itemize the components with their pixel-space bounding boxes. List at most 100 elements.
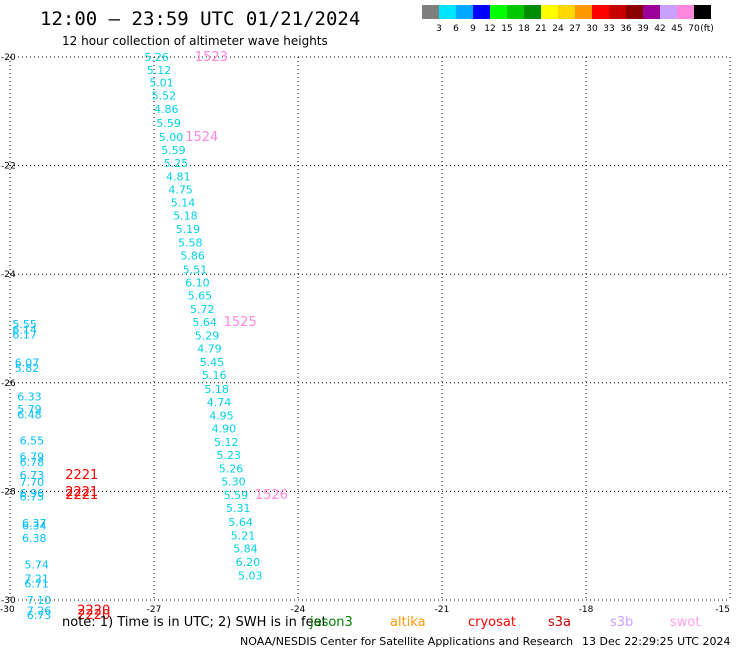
colorbar-swatch [524, 5, 541, 19]
wave-height-value: 6.55 [20, 434, 44, 447]
wave-height-value: 5.59 [224, 489, 249, 502]
colorbar-label: 39 [637, 24, 649, 34]
grid-lines [9, 56, 731, 601]
wave-height-value: 5.55 [12, 318, 37, 331]
chart-subtitle: 12 hour collection of altimeter wave hei… [62, 34, 328, 48]
pass-time-label: 1526 [255, 488, 288, 503]
wave-height-value: 5.86 [180, 250, 205, 263]
y-tick-label: -20 [1, 53, 16, 63]
wave-height-value: 6.71 [24, 578, 49, 591]
wave-height-value: 5.12 [147, 64, 172, 77]
wave-height-value: 5.21 [231, 529, 256, 542]
colorbar-label: 3 [436, 24, 442, 34]
colorbar-label: 18 [518, 24, 530, 34]
wave-height-value: 6.10 [185, 276, 210, 289]
y-tick-label: -30 [1, 596, 16, 606]
wave-height-value: 5.72 [190, 303, 215, 316]
wave-height-value: 6.75 [20, 490, 44, 503]
pass-time-label: 2221 [65, 485, 98, 500]
wave-height-value: 4.74 [207, 396, 232, 409]
satellite-name: jason3 [309, 615, 353, 630]
satellite-name: s3a [548, 615, 571, 630]
wave-height-value: 4.75 [168, 183, 193, 196]
satellite-name: cryosat [468, 615, 516, 630]
wave-height-value: 5.14 [171, 197, 196, 210]
wave-height-value: 5.59 [161, 144, 186, 157]
wave-height-value: 5.79 [17, 403, 42, 416]
wave-height-value: 5.12 [214, 436, 239, 449]
pass-time-label: 2220 [77, 608, 110, 623]
colorbar-swatch [558, 5, 575, 19]
wave-height-value: 7.70 [20, 476, 44, 489]
colorbar-swatch [643, 5, 660, 19]
colorbar-legend: 3 6 9 12 15 18 21 24 27 30 33 36 39 42 45 70 (ft) [422, 5, 714, 34]
wave-height-value: 5.00 [159, 131, 184, 144]
wave-height-value: 5.64 [228, 516, 253, 529]
colorbar-swatch [575, 5, 592, 19]
satellite-name: altika [390, 615, 426, 630]
pass-time-label: 1524 [185, 130, 218, 145]
colorbar-swatch [422, 5, 439, 19]
x-tick-label: -27 [147, 605, 162, 615]
wave-height-value: 5.65 [188, 289, 213, 302]
x-tick-label: -30 [0, 605, 15, 615]
wave-height-value: 5.16 [202, 369, 227, 382]
satellite-legend: jason3 altika cryosat s3a s3b swot [309, 615, 700, 630]
pass-time-label: 1523 [195, 50, 228, 65]
colorbar-swatch [592, 5, 609, 19]
wave-height-value: 6.07 [15, 357, 40, 370]
wave-height-value: 6.73 [27, 609, 52, 622]
axis-ticks: -30 -27 -24 -21 -18 -15 -20 -22 -24 -26 -28 -30 [0, 53, 730, 615]
wave-height-value: 5.58 [178, 237, 203, 250]
colorbar-label: 21 [535, 24, 546, 34]
wave-height-value: 5.45 [200, 356, 225, 369]
wave-height-value: 6.38 [22, 532, 47, 545]
colorbar-label: 33 [603, 24, 614, 34]
colorbar-label: 24 [552, 24, 564, 34]
wave-height-value: 6.79 [20, 451, 44, 464]
x-tick-label: -21 [435, 605, 450, 615]
y-tick-label: -28 [1, 487, 16, 497]
wave-height-value: 6.33 [17, 390, 42, 403]
colorbar-swatch [660, 5, 677, 19]
colorbar-swatch [473, 5, 490, 19]
wave-height-value: 7.21 [24, 572, 49, 585]
colorbar-label: 6 [453, 24, 459, 34]
footer-timestamp: 13 Dec 22:29:25 UTC 2024 [582, 635, 730, 648]
colorbar-swatch [609, 5, 626, 19]
colorbar-label: 36 [620, 24, 632, 34]
colorbar-label: 15 [501, 24, 512, 34]
wave-height-value: 6.48 [17, 408, 42, 421]
colorbar-swatch [541, 5, 558, 19]
colorbar-label: 42 [654, 24, 665, 34]
wave-height-value: 5.03 [238, 570, 263, 583]
y-tick-label: -22 [1, 162, 16, 172]
wave-height-value: 5.64 [192, 316, 217, 329]
wave-height-value: 5.74 [24, 559, 49, 572]
wave-height-value: 6.34 [22, 520, 47, 533]
colorbar-label: 45 [671, 24, 682, 34]
x-tick-label: -18 [579, 605, 594, 615]
colorbar-swatch [439, 5, 456, 19]
y-tick-label: -26 [1, 379, 16, 389]
wave-height-value: 5.19 [176, 223, 201, 236]
wave-height-value: 5.59 [156, 117, 181, 130]
wave-height-value: 5.30 [221, 476, 246, 489]
colorbar-swatch [507, 5, 524, 19]
wave-height-value: 7.26 [27, 604, 52, 617]
wave-height-value: 6.14 [12, 324, 37, 337]
wave-height-value: 5.18 [204, 383, 229, 396]
wave-height-value: 5.25 [164, 157, 189, 170]
units-note: note: 1) Time is in UTC; 2) SWH is in fe… [62, 615, 327, 630]
wave-height-value: 5.23 [216, 449, 241, 462]
wave-height-value: 4.95 [209, 409, 234, 422]
wave-height-value: 5.31 [226, 502, 251, 515]
y-tick-label: -24 [1, 270, 16, 280]
wave-height-value: 4.86 [154, 103, 179, 116]
colorbar-label: 27 [569, 24, 580, 34]
wave-height-value: 5.51 [183, 263, 208, 276]
colorbar-label: 70 [688, 24, 700, 34]
wave-height-value: 5.29 [195, 330, 220, 343]
colorbar-swatch [677, 5, 694, 19]
x-tick-label: -15 [715, 605, 730, 615]
